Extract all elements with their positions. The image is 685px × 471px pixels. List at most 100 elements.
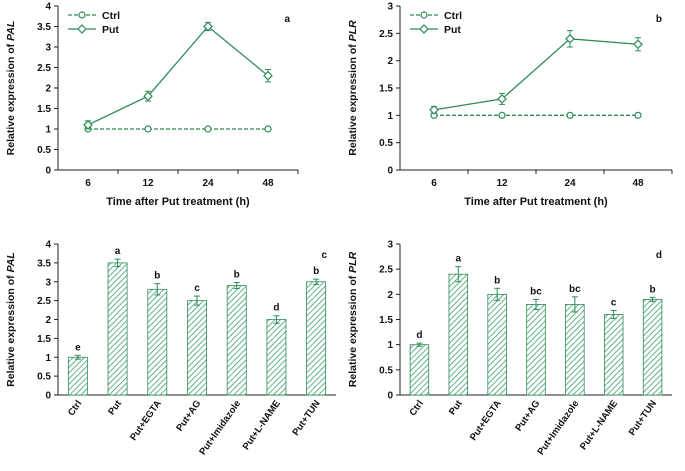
panel-label: b (656, 14, 662, 25)
x-tick-label: 48 (632, 178, 644, 189)
x-tick-label: 12 (142, 178, 154, 189)
y-tick-label: 1 (45, 125, 51, 136)
y-axis-label-gene: PLR (347, 251, 359, 272)
y-tick-label: 0 (45, 166, 51, 177)
data-point (498, 111, 506, 119)
y-tick-label: 3 (387, 2, 393, 13)
legend-label: Put (444, 24, 461, 36)
significance-letter: c (194, 283, 200, 294)
data-point (264, 125, 272, 133)
bar (487, 293, 507, 396)
panel-label: a (284, 14, 290, 25)
y-axis-label-gene: PAL (5, 21, 17, 41)
bar (67, 356, 88, 396)
significance-letter: bc (569, 284, 581, 295)
x-tick-label: Put+TUN (627, 398, 659, 437)
x-tick-label: 6 (85, 178, 91, 189)
significance-letter: bc (530, 286, 542, 297)
y-tick-label: 1.5 (37, 104, 51, 115)
y-tick-label: 0.5 (37, 145, 51, 156)
bar (306, 281, 327, 396)
y-tick-label: 0.5 (379, 138, 393, 149)
data-point (634, 111, 642, 119)
y-tick-label: 2.5 (379, 265, 393, 276)
x-tick-label: Put+AG (513, 398, 542, 433)
series-line (433, 38, 639, 111)
bar (266, 319, 287, 396)
bar (526, 303, 546, 396)
y-tick-label: 2 (45, 84, 51, 95)
data-point (83, 120, 93, 130)
legend-label: Ctrl (444, 10, 462, 22)
data-point (566, 111, 574, 119)
x-tick-label: Ctrl (407, 398, 425, 418)
significance-letter: b (234, 270, 240, 281)
x-tick-label: 24 (564, 178, 576, 189)
y-tick-label: 0 (387, 166, 393, 177)
bar (107, 262, 128, 396)
y-tick-label: 0 (45, 391, 51, 402)
y-axis-label-prefix: Relative expression of (347, 41, 359, 155)
data-point (144, 125, 152, 133)
legend-label: Ctrl (102, 10, 120, 22)
y-tick-label: 1.5 (379, 315, 393, 326)
y-tick-label: 3 (45, 43, 51, 54)
bar (187, 300, 207, 396)
x-tick-label: Put+EGTA (128, 398, 164, 443)
x-tick-label: Put+L-NAME (241, 398, 283, 452)
y-tick-label: 2.5 (37, 296, 51, 307)
y-axis-label-gene: PLR (347, 20, 359, 41)
data-point (497, 94, 507, 104)
y-axis-label: Relative expression of PLR (347, 251, 359, 387)
data-point (143, 91, 153, 102)
bar (565, 303, 585, 396)
series-line (87, 25, 269, 126)
significance-letter: b (494, 275, 500, 286)
data-point (429, 105, 439, 115)
significance-letter: a (115, 246, 121, 257)
y-tick-label: 4 (45, 240, 51, 251)
y-tick-label: 2 (45, 315, 51, 326)
legend-swatch-marker (419, 24, 429, 34)
y-axis-label-prefix: Relative expression of (5, 272, 17, 386)
x-tick-label: Put+AG (174, 398, 203, 433)
plot-b: 6 12 24 48 Time after Put treatment (h) Ctrl P… (410, 10, 673, 208)
significance-letter: b (154, 271, 160, 282)
significance-letter: c (611, 297, 617, 308)
x-tick-label: Put (106, 398, 124, 418)
y-tick-label: 2 (387, 290, 393, 301)
x-tick-label: 12 (496, 178, 508, 189)
y-axis-label-prefix: Relative expression of (5, 41, 17, 155)
plot-c: e Ctrl a Put b Put+EGTA c Put+AG b Put+Imidazole d… (66, 246, 327, 457)
y-tick-label: 1 (387, 340, 393, 351)
plot-a: 6 12 24 48 Time after Put treatment (h) Ctrl P… (68, 10, 299, 208)
legend: Ctrl Put (68, 10, 120, 36)
significance-letter: d (416, 330, 422, 341)
y-tick-label: 2.5 (379, 29, 393, 40)
x-tick-label: 48 (262, 178, 274, 189)
y-tick-label: 1.5 (379, 84, 393, 95)
legend-swatch-marker (420, 11, 428, 19)
significance-letter: d (273, 303, 279, 314)
series-ctrl (430, 111, 642, 119)
y-axis-label-prefix: Relative expression of (347, 273, 359, 387)
panel-label: c (321, 250, 327, 261)
data-point (203, 21, 213, 32)
y-tick-label: 2.5 (37, 63, 51, 74)
y-axis-c: 0 0.5 1 1.5 2 2.5 3 3.5 4 Relative expression of … (5, 240, 336, 402)
y-tick-label: 3.5 (37, 22, 51, 33)
y-axis-b: 0 0.5 1 1.5 2 2.5 3 Relative expression of PLR b (347, 2, 672, 177)
y-axis-label: Relative expression of PAL (5, 21, 17, 156)
bar (448, 273, 469, 396)
series-put (83, 21, 273, 130)
significance-letter: b (650, 284, 656, 295)
y-tick-label: 3 (45, 277, 51, 288)
x-tick-label: Put+TUN (290, 398, 322, 437)
data-point (633, 39, 643, 50)
y-axis-label: Relative expression of PLR (347, 20, 359, 156)
bar (147, 288, 168, 396)
plot-d: dCtrlaPutbPut+EGTAbcPut+AGbcPut+Imidazol… (407, 254, 663, 457)
y-tick-label: 3 (387, 240, 393, 251)
significance-letter: a (456, 254, 462, 265)
